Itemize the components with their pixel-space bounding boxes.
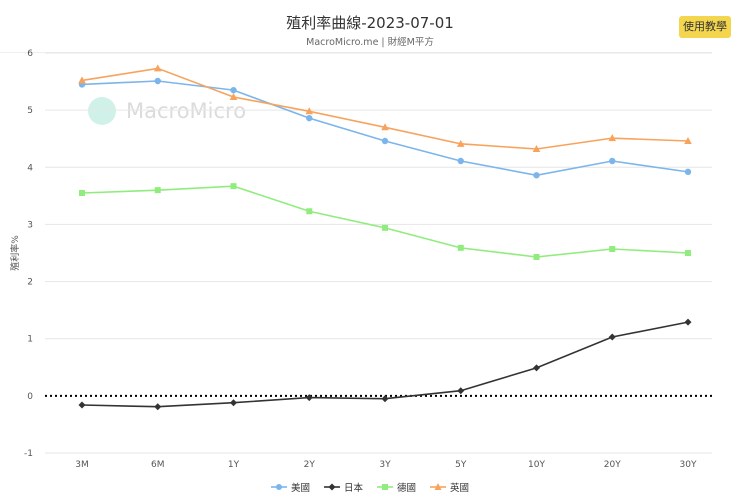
y-tick-label: 2 bbox=[27, 278, 33, 288]
y-tick-label: 1 bbox=[27, 335, 33, 345]
legend-item-uk[interactable]: 英國 bbox=[430, 480, 469, 494]
data-point-uk bbox=[456, 139, 465, 147]
x-tick-label: 30Y bbox=[680, 460, 697, 470]
chart-title: 殖利率曲線-2023-07-01 bbox=[286, 14, 454, 32]
data-point-jp bbox=[608, 333, 616, 341]
data-point-jp bbox=[533, 364, 540, 372]
chart-subtitle: MacroMicro.me | 財經M平方 bbox=[306, 37, 434, 48]
data-point-de bbox=[609, 246, 616, 252]
data-point-us bbox=[609, 157, 616, 165]
data-point-de bbox=[533, 254, 540, 260]
data-point-de bbox=[79, 190, 85, 196]
x-tick-label: 3M bbox=[75, 460, 89, 470]
y-tick-label: 0 bbox=[27, 392, 33, 402]
data-point-us bbox=[230, 86, 237, 94]
series-line-uk bbox=[81, 67, 689, 150]
data-point-de bbox=[457, 244, 464, 251]
y-tick-label: 3 bbox=[27, 220, 33, 230]
legend-marker-icon bbox=[377, 484, 393, 490]
watermark: MacroMicro bbox=[88, 97, 246, 125]
y-tick-label: 4 bbox=[27, 163, 33, 173]
data-point-jp bbox=[154, 403, 162, 411]
x-tick-label: 10Y bbox=[528, 460, 545, 470]
legend-label: 美國 bbox=[290, 483, 310, 494]
legend: 美國 日本 德國 英國 bbox=[0, 480, 740, 494]
data-point-uk bbox=[381, 123, 389, 131]
legend-item-de[interactable]: 德國 bbox=[377, 480, 416, 494]
legend-label: 日本 bbox=[343, 483, 363, 494]
legend-marker-icon bbox=[430, 483, 447, 490]
x-tick-label: 3Y bbox=[379, 460, 391, 470]
data-point-us bbox=[381, 137, 389, 145]
data-point-us bbox=[533, 172, 540, 179]
x-tick-label: 2Y bbox=[304, 460, 316, 470]
data-point-jp bbox=[78, 401, 86, 409]
data-point-uk bbox=[532, 145, 541, 152]
help-button[interactable]: 使用教學 bbox=[679, 16, 731, 38]
y-tick-label: 6 bbox=[27, 49, 33, 59]
series-line-de bbox=[81, 185, 689, 258]
data-point-us bbox=[457, 157, 464, 165]
x-tick-label: 6M bbox=[151, 460, 165, 470]
data-point-de bbox=[685, 250, 691, 256]
data-point-de bbox=[306, 208, 313, 215]
data-point-uk bbox=[305, 107, 314, 115]
data-point-jp bbox=[230, 399, 237, 407]
data-point-uk bbox=[153, 64, 162, 72]
data-point-uk bbox=[684, 137, 692, 144]
legend-marker-icon bbox=[323, 483, 340, 491]
data-point-us bbox=[154, 77, 161, 85]
data-point-uk bbox=[229, 93, 238, 100]
legend-item-us[interactable]: 美國 bbox=[270, 480, 310, 494]
y-axis-label: 殖利率% bbox=[9, 235, 21, 271]
data-point-us bbox=[306, 114, 313, 122]
data-point-jp bbox=[457, 387, 465, 395]
x-tick-label: 1Y bbox=[228, 460, 240, 470]
x-tick-label: 5Y bbox=[455, 460, 467, 470]
data-point-uk bbox=[78, 76, 86, 84]
data-point-uk bbox=[608, 134, 617, 142]
legend-item-jp[interactable]: 日本 bbox=[323, 480, 363, 494]
data-point-us bbox=[684, 168, 692, 176]
data-point-jp bbox=[684, 318, 692, 326]
y-tick-label: -1 bbox=[24, 449, 33, 459]
legend-marker-icon bbox=[270, 484, 287, 490]
data-point-de bbox=[230, 183, 237, 190]
x-tick-label: 20Y bbox=[604, 460, 621, 470]
data-point-jp bbox=[305, 394, 313, 402]
y-tick-label: 5 bbox=[27, 106, 33, 116]
series-line-jp bbox=[81, 321, 689, 408]
macromicro-logo-icon bbox=[88, 97, 116, 125]
data-point-jp bbox=[381, 395, 389, 403]
watermark-text: MacroMicro bbox=[126, 99, 247, 123]
legend-label: 英國 bbox=[450, 483, 470, 494]
legend-label: 德國 bbox=[397, 483, 417, 494]
data-point-de bbox=[154, 187, 161, 194]
data-point-de bbox=[382, 224, 388, 231]
